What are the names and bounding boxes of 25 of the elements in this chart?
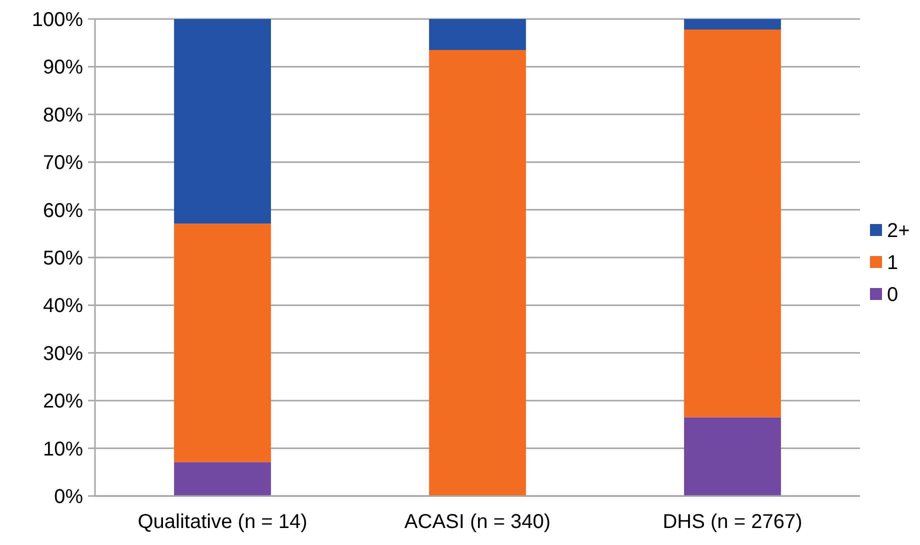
x-tick-label: ACASI (n = 340) (404, 511, 551, 533)
y-tick-label: 80% (42, 104, 84, 126)
bar (684, 19, 781, 30)
bar (684, 29, 781, 418)
bar (684, 417, 781, 496)
bar (174, 19, 271, 224)
x-tick-label: Qualitative (n = 14) (138, 511, 308, 533)
y-tick-label: 30% (42, 342, 84, 365)
bar (174, 462, 271, 496)
legend-label: 1 (887, 252, 898, 274)
legend-label: 0 (887, 284, 898, 306)
x-tick-label: DHS (n = 2767) (662, 511, 802, 533)
y-tick-label: 0% (54, 486, 84, 508)
y-tick-label: 20% (42, 390, 84, 413)
legend-label: 2+ (887, 220, 910, 242)
bar (429, 50, 526, 496)
y-tick-label: 90% (42, 56, 84, 79)
bar (429, 19, 526, 50)
y-tick-label: 70% (42, 152, 84, 174)
y-tick-label: 50% (42, 248, 84, 270)
bar (174, 224, 271, 462)
y-tick-label: 40% (42, 295, 84, 318)
y-tick-label: 100% (32, 9, 84, 31)
y-tick-label: 60% (42, 200, 84, 222)
y-tick-label: 10% (42, 438, 84, 460)
